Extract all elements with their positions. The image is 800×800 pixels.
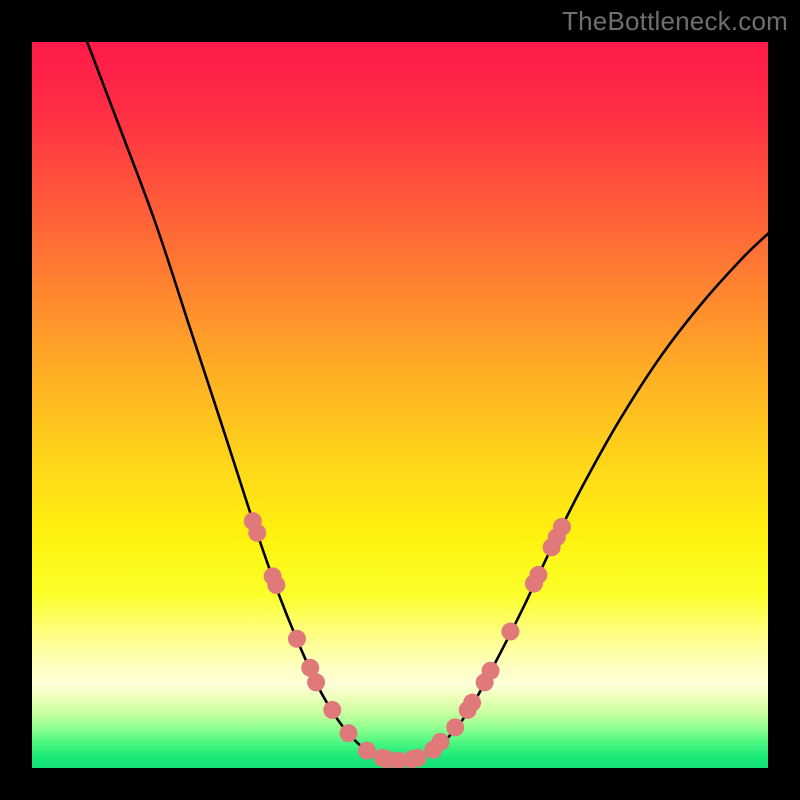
data-marker — [463, 694, 481, 712]
data-marker — [288, 630, 306, 648]
data-marker — [529, 566, 547, 584]
plot-area — [32, 42, 768, 768]
data-marker — [267, 576, 285, 594]
curve-layer — [32, 42, 768, 768]
data-marker — [307, 673, 325, 691]
data-marker — [431, 733, 449, 751]
data-marker — [501, 623, 519, 641]
chart-root: TheBottleneck.com — [0, 0, 800, 800]
data-marker — [482, 662, 500, 680]
watermark-text: TheBottleneck.com — [562, 6, 788, 37]
data-marker — [248, 524, 266, 542]
data-markers — [244, 512, 571, 768]
data-marker — [409, 749, 427, 767]
data-marker — [446, 718, 464, 736]
v-curve-line — [87, 42, 768, 761]
data-marker — [323, 701, 341, 719]
data-marker — [358, 742, 376, 760]
data-marker — [553, 518, 571, 536]
data-marker — [339, 724, 357, 742]
